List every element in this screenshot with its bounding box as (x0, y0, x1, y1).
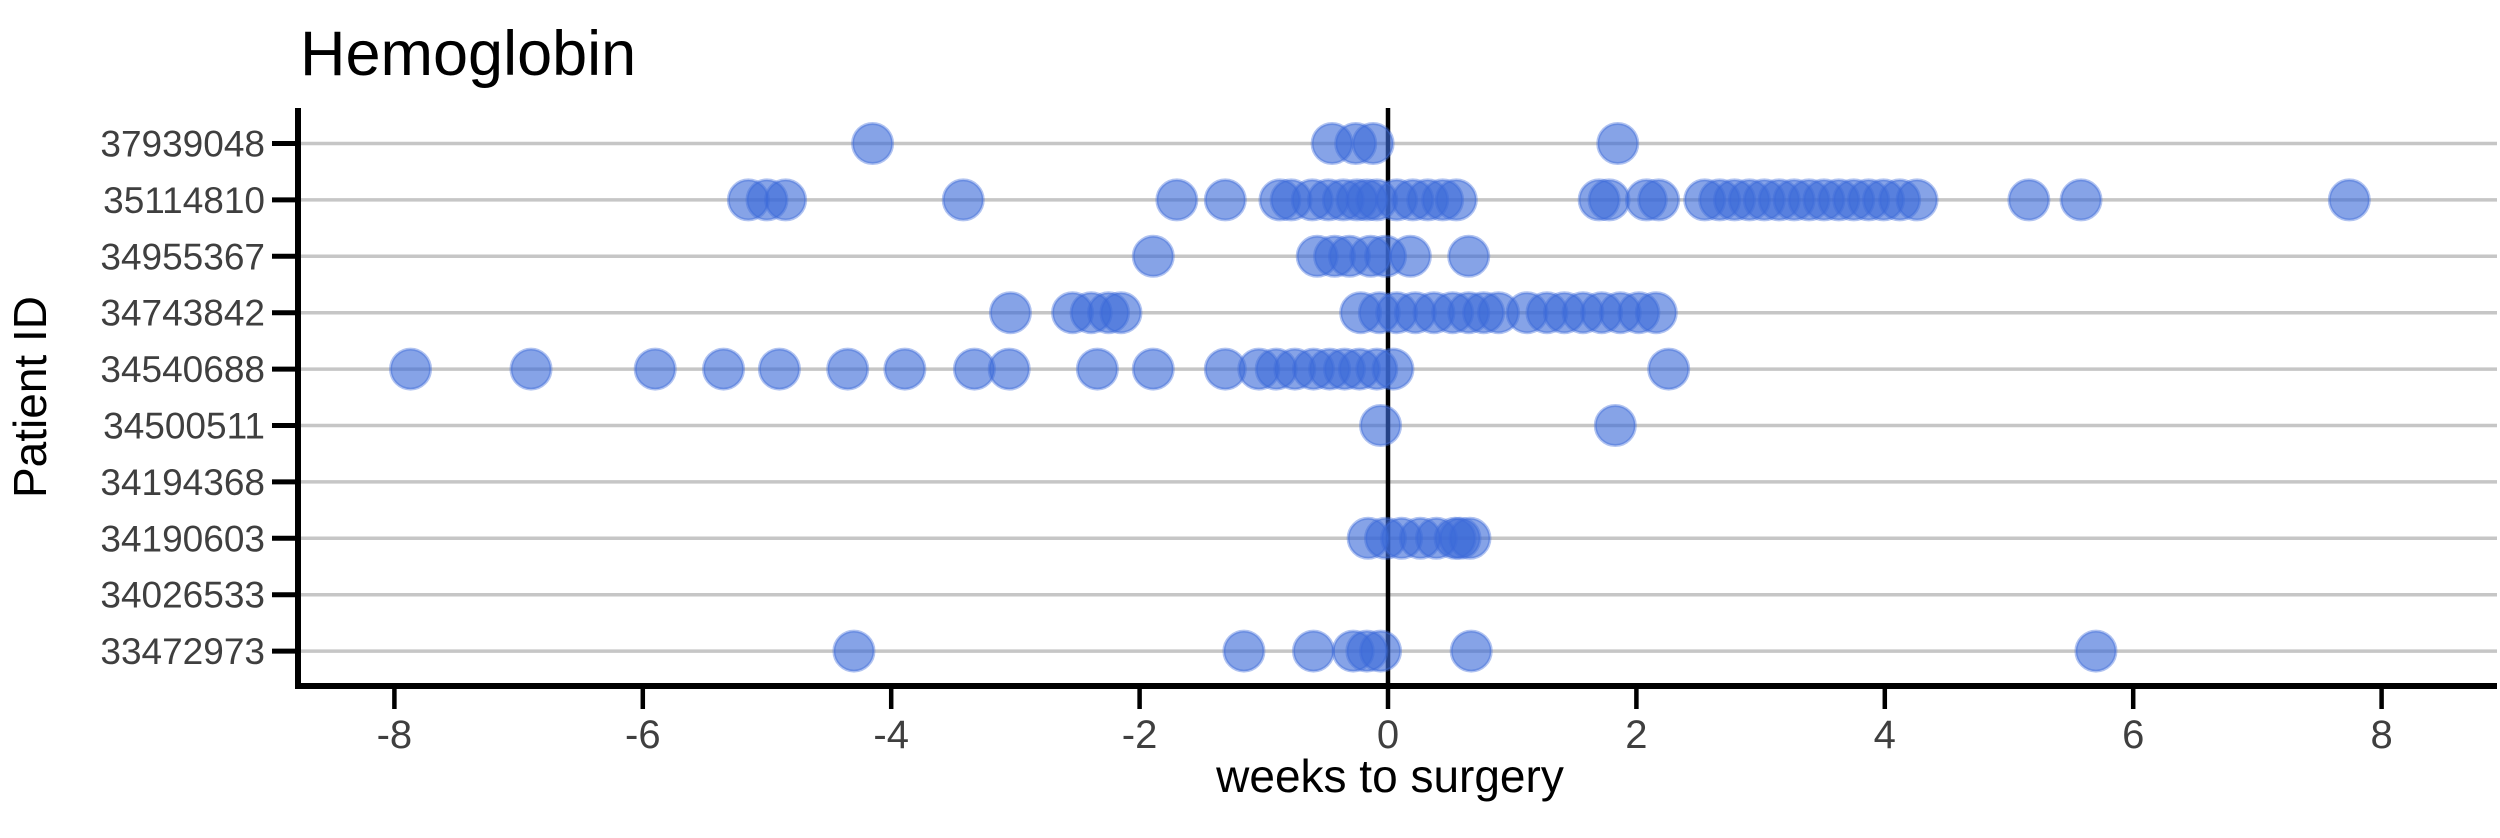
data-point (1647, 347, 1691, 391)
data-point (1155, 178, 1199, 222)
data-point (1351, 122, 1395, 165)
patient-row-34955367 (1131, 234, 1491, 278)
y-axis-title: Patient ID (4, 296, 56, 498)
patient-row-34190603 (1346, 516, 1492, 560)
x-tick-label: -4 (873, 713, 909, 757)
data-point (1075, 347, 1119, 391)
data-point (883, 347, 927, 391)
patient-row-34743842 (988, 291, 1678, 335)
data-point (1895, 178, 1939, 222)
y-tick-label-patient-id: 37939048 (100, 124, 265, 165)
data-point (851, 122, 895, 165)
data-point (1222, 629, 1266, 673)
data-point (1448, 516, 1492, 560)
data-point (1131, 347, 1175, 391)
data-point (826, 347, 870, 391)
data-point (702, 347, 746, 391)
patient-row-37939048 (851, 122, 1640, 165)
data-point (1371, 347, 1415, 391)
data-point (988, 291, 1032, 335)
x-axis-title: weeks to surgery (1215, 750, 1564, 802)
y-axis-tick-labels-group: 37939048 35114810 34955367 34743842 34540688… (100, 124, 265, 673)
data-point (1131, 234, 1175, 278)
data-point (1637, 178, 1681, 222)
data-point (2074, 629, 2118, 673)
data-point (633, 347, 677, 391)
y-tick-label-patient-id: 34540688 (100, 349, 265, 390)
data-point (941, 178, 985, 222)
y-tick-label-patient-id: 35114810 (103, 180, 265, 221)
y-tick-label-patient-id: 34190603 (100, 518, 265, 559)
data-point (764, 178, 808, 222)
patient-row-35114810 (726, 178, 2371, 222)
data-point (1359, 629, 1403, 673)
y-tick-label-patient-id: 34500511 (103, 406, 265, 447)
x-tick-label: 8 (2370, 713, 2392, 757)
x-tick-label: 6 (2122, 713, 2144, 757)
data-point (2059, 178, 2103, 222)
data-point (2007, 178, 2051, 222)
x-axis-ticks-group (392, 689, 2384, 709)
y-axis-ticks-group (272, 141, 298, 654)
data-point (987, 347, 1031, 391)
data-point (389, 347, 433, 391)
data-point (1596, 122, 1640, 165)
data-point (1388, 234, 1432, 278)
data-point (757, 347, 801, 391)
x-tick-label: 4 (1874, 713, 1896, 757)
data-point (832, 629, 876, 673)
data-point (1203, 178, 1247, 222)
y-tick-label-patient-id: 34743842 (100, 293, 265, 334)
y-tick-label-patient-id: 33472973 (100, 631, 265, 672)
patient-row-34500511 (1359, 404, 1637, 447)
x-axis-tick-labels-group: -8 -6 -4 -2 0 2 4 6 8 (377, 713, 2393, 757)
data-point (1434, 178, 1478, 222)
data-point (2327, 178, 2371, 222)
data-point (1291, 629, 1335, 673)
y-tick-label-patient-id: 34026533 (100, 575, 265, 616)
x-tick-label: -8 (377, 713, 413, 757)
data-point (1359, 404, 1403, 447)
x-tick-label: 2 (1625, 713, 1647, 757)
plot-title: Hemoglobin (300, 19, 636, 89)
y-tick-label-patient-id: 34194368 (100, 462, 265, 503)
data-point (1593, 404, 1637, 447)
data-point (1447, 234, 1491, 278)
data-point (1449, 629, 1493, 673)
x-tick-label: -2 (1122, 713, 1158, 757)
y-tick-label-patient-id: 34955367 (100, 236, 265, 277)
data-points-group (389, 122, 2371, 673)
x-tick-label: 0 (1377, 713, 1399, 757)
data-point (1099, 291, 1143, 335)
patient-row-33472973 (832, 629, 2118, 673)
patient-row-34540688 (389, 347, 1691, 391)
data-point (1634, 291, 1678, 335)
data-point (509, 347, 553, 391)
data-point (1587, 178, 1631, 222)
x-tick-label: -6 (625, 713, 661, 757)
